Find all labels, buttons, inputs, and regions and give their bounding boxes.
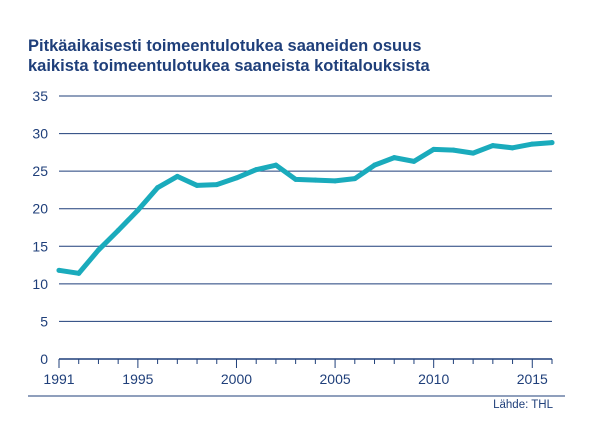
x-tick-label-1995: 1995: [122, 371, 153, 387]
data-point-2003: [293, 176, 299, 182]
source-note: Lähde: THL: [493, 399, 553, 411]
data-point-2002: [273, 162, 279, 168]
data-point-2008: [391, 155, 397, 161]
data-point-2004: [312, 177, 318, 183]
data-point-1994: [115, 228, 121, 234]
data-point-2005: [332, 178, 338, 184]
y-tick-label-35: 35: [32, 88, 48, 104]
data-point-1995: [135, 207, 141, 213]
data-point-2007: [372, 162, 378, 168]
y-tick-label-5: 5: [40, 313, 48, 329]
x-tick-label-1991: 1991: [43, 371, 74, 387]
data-point-2012: [470, 150, 476, 156]
data-point-1996: [155, 185, 161, 191]
chart-title-line-1: Pitkäaikaisesti toimeentulotukea saaneid…: [28, 37, 422, 55]
data-point-1993: [95, 247, 101, 253]
data-point-2006: [352, 176, 358, 182]
x-axis-tick-labels: 1991 1995 2000 2005 2010 2015: [28, 371, 565, 397]
data-point-2001: [253, 167, 259, 173]
data-point-2014: [510, 145, 516, 151]
y-tick-label-15: 15: [32, 238, 48, 254]
series-group: [56, 140, 555, 276]
x-tick-label-2010: 2010: [418, 371, 449, 387]
data-point-2000: [233, 175, 239, 181]
gridlines: [59, 95, 552, 360]
y-tick-label-25: 25: [32, 163, 48, 179]
y-axis-tick-labels: 0 5 10 15 20 25 30 35: [32, 88, 48, 367]
data-point-1999: [214, 182, 220, 188]
x-tick-label-2005: 2005: [320, 371, 351, 387]
data-point-2013: [490, 143, 496, 149]
chart-title: Pitkäaikaisesti toimeentulotukea saaneid…: [28, 36, 568, 76]
data-point-2015: [529, 141, 535, 147]
data-point-1991: [56, 267, 62, 273]
data-point-1997: [174, 173, 180, 179]
data-point-1998: [194, 182, 200, 188]
chart-title-line-2: kaikista toimeentulotukea saaneista koti…: [28, 57, 430, 75]
y-tick-label-0: 0: [40, 351, 48, 367]
y-tick-label-30: 30: [32, 126, 48, 142]
data-point-2011: [450, 147, 456, 153]
data-point-1992: [76, 270, 82, 276]
data-point-2016: [549, 140, 555, 146]
x-tick-label-2000: 2000: [221, 371, 252, 387]
x-tick-label-2015: 2015: [517, 371, 548, 387]
data-point-2010: [431, 146, 437, 152]
y-tick-label-20: 20: [32, 201, 48, 217]
y-tick-label-10: 10: [32, 276, 48, 292]
series-line-0: [56, 140, 555, 276]
data-point-2009: [411, 158, 417, 164]
x-axis-ticks: [58, 359, 553, 368]
